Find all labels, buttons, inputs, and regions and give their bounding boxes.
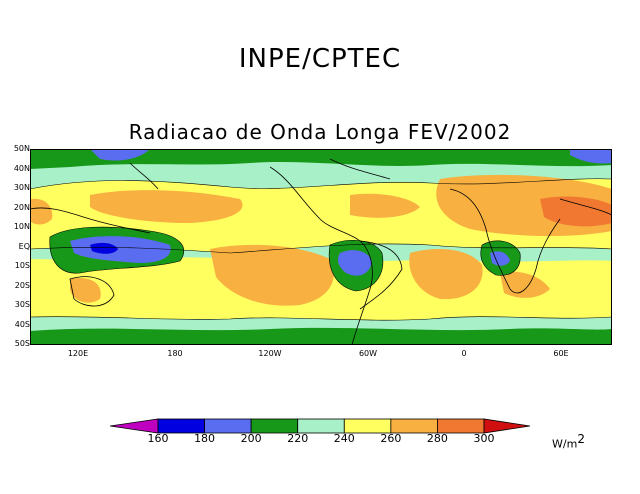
colorbar-segment [250,418,299,434]
lon-label: 60E [553,349,569,358]
colorbar-tick-label: 280 [426,432,448,445]
lat-label: 30S [14,300,30,309]
lon-label: 0 [461,349,467,358]
colorbar-segment [390,418,438,434]
olr-field-280-pacific-n [90,190,243,223]
units-text: W/m [552,437,578,451]
colorbar [109,416,531,438]
colorbar-tick-label: 300 [473,432,495,445]
units-exponent: 2 [577,432,585,446]
lon-label: 120W [258,349,282,358]
lat-label: 40S [14,319,30,329]
lon-label: 120E [67,349,89,358]
olr-field-200-maritime [70,236,171,263]
colorbar-tick-label: 240 [333,432,355,445]
lat-label: 50S [14,339,30,348]
colorbar-segment [343,418,392,434]
olr-field-280-pacific-s [210,244,334,306]
olr-field-180-core [90,242,118,254]
olr-field-280-australia [70,277,101,303]
page-title: INPE/CPTEC [238,44,402,74]
olr-field-220-north-band [30,149,612,169]
colorbar-high-arrow [483,418,531,434]
colorbar-tick-label: 180 [194,432,216,445]
colorbar-tick-label: 200 [240,432,262,445]
colorbar-segment [204,418,252,434]
colorbar-tick-label: 160 [147,432,169,445]
colorbar-segment [157,418,205,434]
olr-field-200-north [90,149,150,161]
colorbar-segment [437,418,485,434]
olr-map [29,149,613,346]
lat-label: 10N [13,222,30,231]
olr-field-220-south-band [30,327,612,345]
olr-field-200-congo [490,251,510,266]
lat-label: 10S [14,261,30,270]
lat-label: 20S [14,280,30,290]
coastlines [29,158,613,346]
units-label: W/m2 [552,432,585,451]
lat-label: 30N [13,183,30,192]
lat-label: EQ [18,241,30,251]
olr-field-200-northeast [570,149,612,164]
lat-label: 50N [13,144,30,153]
olr-field-200-amazon [338,250,372,276]
lon-label: 60W [358,349,378,358]
lon-label: 180 [167,349,183,358]
colorbar-tick-label: 260 [380,432,402,445]
olr-field-280-atlantic-n [350,193,420,218]
olr-field-300-arabia [540,196,612,227]
olr-field-280-atlantic-s [409,249,483,300]
lat-label: 20N [13,202,30,212]
olr-field-280-africa-w [30,198,53,225]
map-subtitle: Radiacao de Onda Longa FEV/2002 [128,120,512,144]
lat-label: 40N [13,163,30,173]
colorbar-tick-label: 220 [287,432,309,445]
map-border [30,149,612,345]
colorbar-low-arrow [109,418,159,434]
colorbar-segment [297,418,345,434]
